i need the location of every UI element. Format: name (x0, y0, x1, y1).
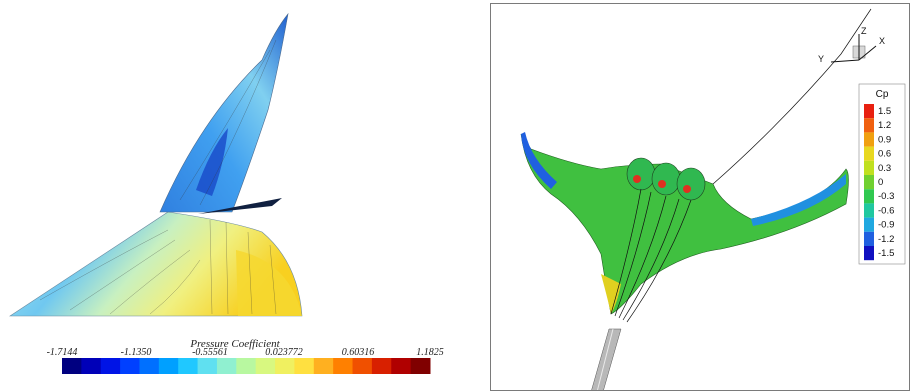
cp-legend-tick-label: 0.9 (878, 134, 891, 145)
colorbar-swatch (139, 358, 160, 374)
trailing-edge-high-pressure-region (236, 250, 302, 316)
right-wing-blue-edge (751, 174, 846, 226)
colorbar (62, 358, 431, 374)
streamlines (610, 8, 872, 323)
horizontal-stabilizer-surface (8, 211, 303, 317)
axis-triad: Z Y X (818, 26, 885, 64)
cp-legend-swatch (864, 231, 874, 246)
colorbar-tick-label: 1.1825 (416, 347, 444, 358)
colorbar-title: Pressure Coefficient (189, 338, 280, 350)
colorbar-swatch (120, 358, 140, 374)
cp-legend-tick-label: 0.3 (878, 163, 891, 174)
left-tail-contour-panel: Pressure Coefficient -1.7144 -1.1350 -0.55… (8, 12, 444, 374)
cp-legend-swatch (864, 189, 874, 204)
y-axis-label: Y (818, 54, 824, 64)
horizontal-canard (198, 198, 282, 214)
colorbar-swatch (216, 358, 237, 374)
fin-low-pressure-core (196, 128, 228, 196)
cp-legend-swatch (864, 146, 874, 161)
contour-lines (39, 39, 277, 315)
colorbar-swatch (100, 358, 121, 374)
cp-legend-swatch (864, 203, 874, 218)
cp-legend-title: Cp (876, 89, 889, 100)
cp-legend-swatch (864, 160, 874, 175)
colorbar-swatch (197, 358, 218, 374)
colorbar-swatch (352, 358, 373, 374)
colorbar-tick-label: -0.55561 (192, 347, 228, 358)
colorbar-swatch (255, 358, 276, 374)
cp-legend-tick-label: 1.2 (878, 120, 891, 131)
colorbar-swatch (371, 358, 392, 374)
colorbar-swatch (391, 358, 412, 374)
colorbar-swatch (275, 358, 295, 374)
vertical-fin-surface (159, 12, 289, 213)
right-aircraft-cp-panel: Z Y X Cp 1.5 1.2 0.9 0.6 0.3 0 -0.3 -0.6 -0.9 -1.… (490, 3, 910, 391)
x-axis-label: X (879, 36, 885, 46)
cp-legend-tick-label: -1.5 (878, 248, 894, 259)
aircraft-surface-plot: Z Y X Cp 1.5 1.2 0.9 0.6 0.3 0 -0.3 -0.6 -0.9 -1.… (520, 8, 906, 390)
support-sting (591, 328, 622, 390)
cp-legend-swatch (864, 104, 874, 119)
cp-legend-tick-label: -1.2 (878, 234, 894, 245)
tail-surface-plot: Pressure Coefficient -1.7144 -1.1350 -0.55… (8, 12, 444, 374)
cp-legend-tick-label: 1.5 (878, 106, 891, 117)
sting-stripe (596, 328, 614, 390)
colorbar-swatch (333, 358, 354, 374)
blended-wing-body (520, 133, 849, 315)
colorbar-swatch (62, 358, 82, 374)
cp-legend-swatch (864, 118, 874, 133)
center-body-yellow (601, 274, 621, 314)
colorbar-tick-label: -1.7144 (47, 347, 78, 358)
cp-legend-tick-label: -0.6 (878, 205, 894, 216)
colorbar-tick-label: -1.1350 (121, 347, 152, 358)
cp-legend-tick-label: -0.9 (878, 220, 894, 231)
engine-nacelles (626, 157, 706, 201)
cp-legend-swatch (864, 175, 874, 190)
colorbar-ticks: -1.7144 -1.1350 -0.55561 0.023772 0.60316 1.1… (47, 347, 444, 358)
cp-legend-tick-label: -0.3 (878, 191, 894, 202)
cp-legend-tick-label: 0 (878, 177, 883, 188)
colorbar-swatch (410, 358, 431, 374)
left-wing-blue-tip (521, 132, 557, 189)
colorbar-swatch (178, 358, 199, 374)
cp-legend-tick-label: 0.6 (878, 149, 891, 160)
colorbar-swatch (313, 358, 334, 374)
colorbar-swatch (236, 358, 257, 374)
cp-legend: 1.5 1.2 0.9 0.6 0.3 0 -0.3 -0.6 -0.9 -1.2 -1.5 (864, 104, 894, 261)
colorbar-tick-label: 0.023772 (265, 347, 303, 358)
cp-legend-swatch (864, 217, 874, 232)
colorbar-swatch (81, 358, 102, 374)
colorbar-swatch (158, 358, 179, 374)
z-axis-label: Z (861, 26, 867, 36)
cp-legend-swatch (864, 132, 874, 147)
colorbar-swatch (294, 358, 315, 374)
cp-legend-swatch (864, 246, 874, 261)
colorbar-tick-label: 0.60316 (342, 347, 375, 358)
